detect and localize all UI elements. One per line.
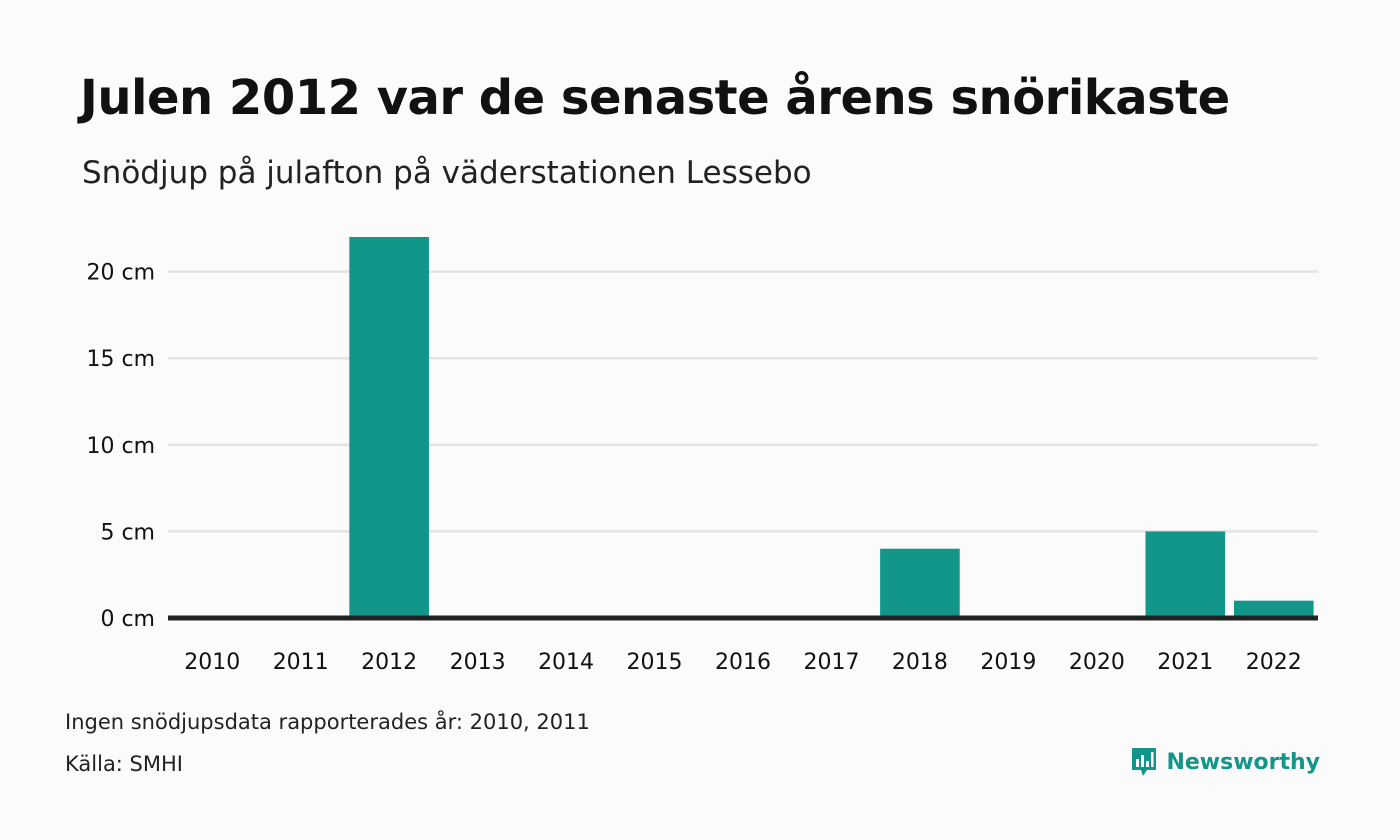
x-tick-label: 2018 bbox=[892, 650, 948, 675]
x-tick-label: 2017 bbox=[803, 650, 859, 675]
gridlines bbox=[168, 270, 1318, 533]
bar-2018 bbox=[880, 548, 960, 618]
x-tick-label: 2015 bbox=[627, 650, 683, 675]
x-tick-label: 2011 bbox=[273, 650, 329, 675]
y-tick-label: 0 cm bbox=[100, 607, 155, 632]
bar-2022 bbox=[1233, 600, 1314, 618]
y-axis-ticks: 0 cm 5 cm 10 cm 15 cm 20 cm bbox=[86, 261, 155, 632]
x-tick-label: 2022 bbox=[1246, 650, 1302, 675]
brand-name: Newsworthy bbox=[1166, 749, 1320, 775]
x-tick-label: 2020 bbox=[1069, 650, 1125, 675]
y-tick-label: 15 cm bbox=[86, 347, 155, 372]
x-tick-label: 2010 bbox=[184, 650, 240, 675]
x-axis-ticks: 2010 2011 2012 2013 2014 2015 2016 2017 2018 2019… bbox=[184, 650, 1302, 675]
x-tick-label: 2013 bbox=[450, 650, 506, 675]
x-tick-label: 2016 bbox=[715, 650, 771, 675]
bar-2021 bbox=[1145, 531, 1226, 618]
missing-data-note: Ingen snödjupsdata rapporterades år: 201… bbox=[65, 710, 590, 734]
chart-subtitle: Snödjup på julafton på väderstationen Le… bbox=[82, 155, 812, 191]
x-tick-label: 2021 bbox=[1157, 650, 1213, 675]
bar-chart: 0 cm 5 cm 10 cm 15 cm 20 cm 2010 2011 2012 2013… bbox=[86, 237, 1318, 675]
x-tick-label: 2019 bbox=[980, 650, 1036, 675]
brand-logo: Newsworthy bbox=[1130, 746, 1320, 778]
y-tick-label: 5 cm bbox=[100, 520, 155, 545]
bars bbox=[349, 237, 1314, 618]
x-tick-label: 2014 bbox=[538, 650, 594, 675]
source-note: Källa: SMHI bbox=[65, 752, 183, 776]
bar-2012 bbox=[349, 237, 429, 618]
newsworthy-logo-icon bbox=[1132, 748, 1157, 776]
x-tick-label: 2012 bbox=[361, 650, 417, 675]
y-tick-label: 20 cm bbox=[86, 261, 155, 286]
chart-title: Julen 2012 var de senaste årens snörikas… bbox=[80, 70, 1230, 126]
y-tick-label: 10 cm bbox=[86, 434, 155, 459]
